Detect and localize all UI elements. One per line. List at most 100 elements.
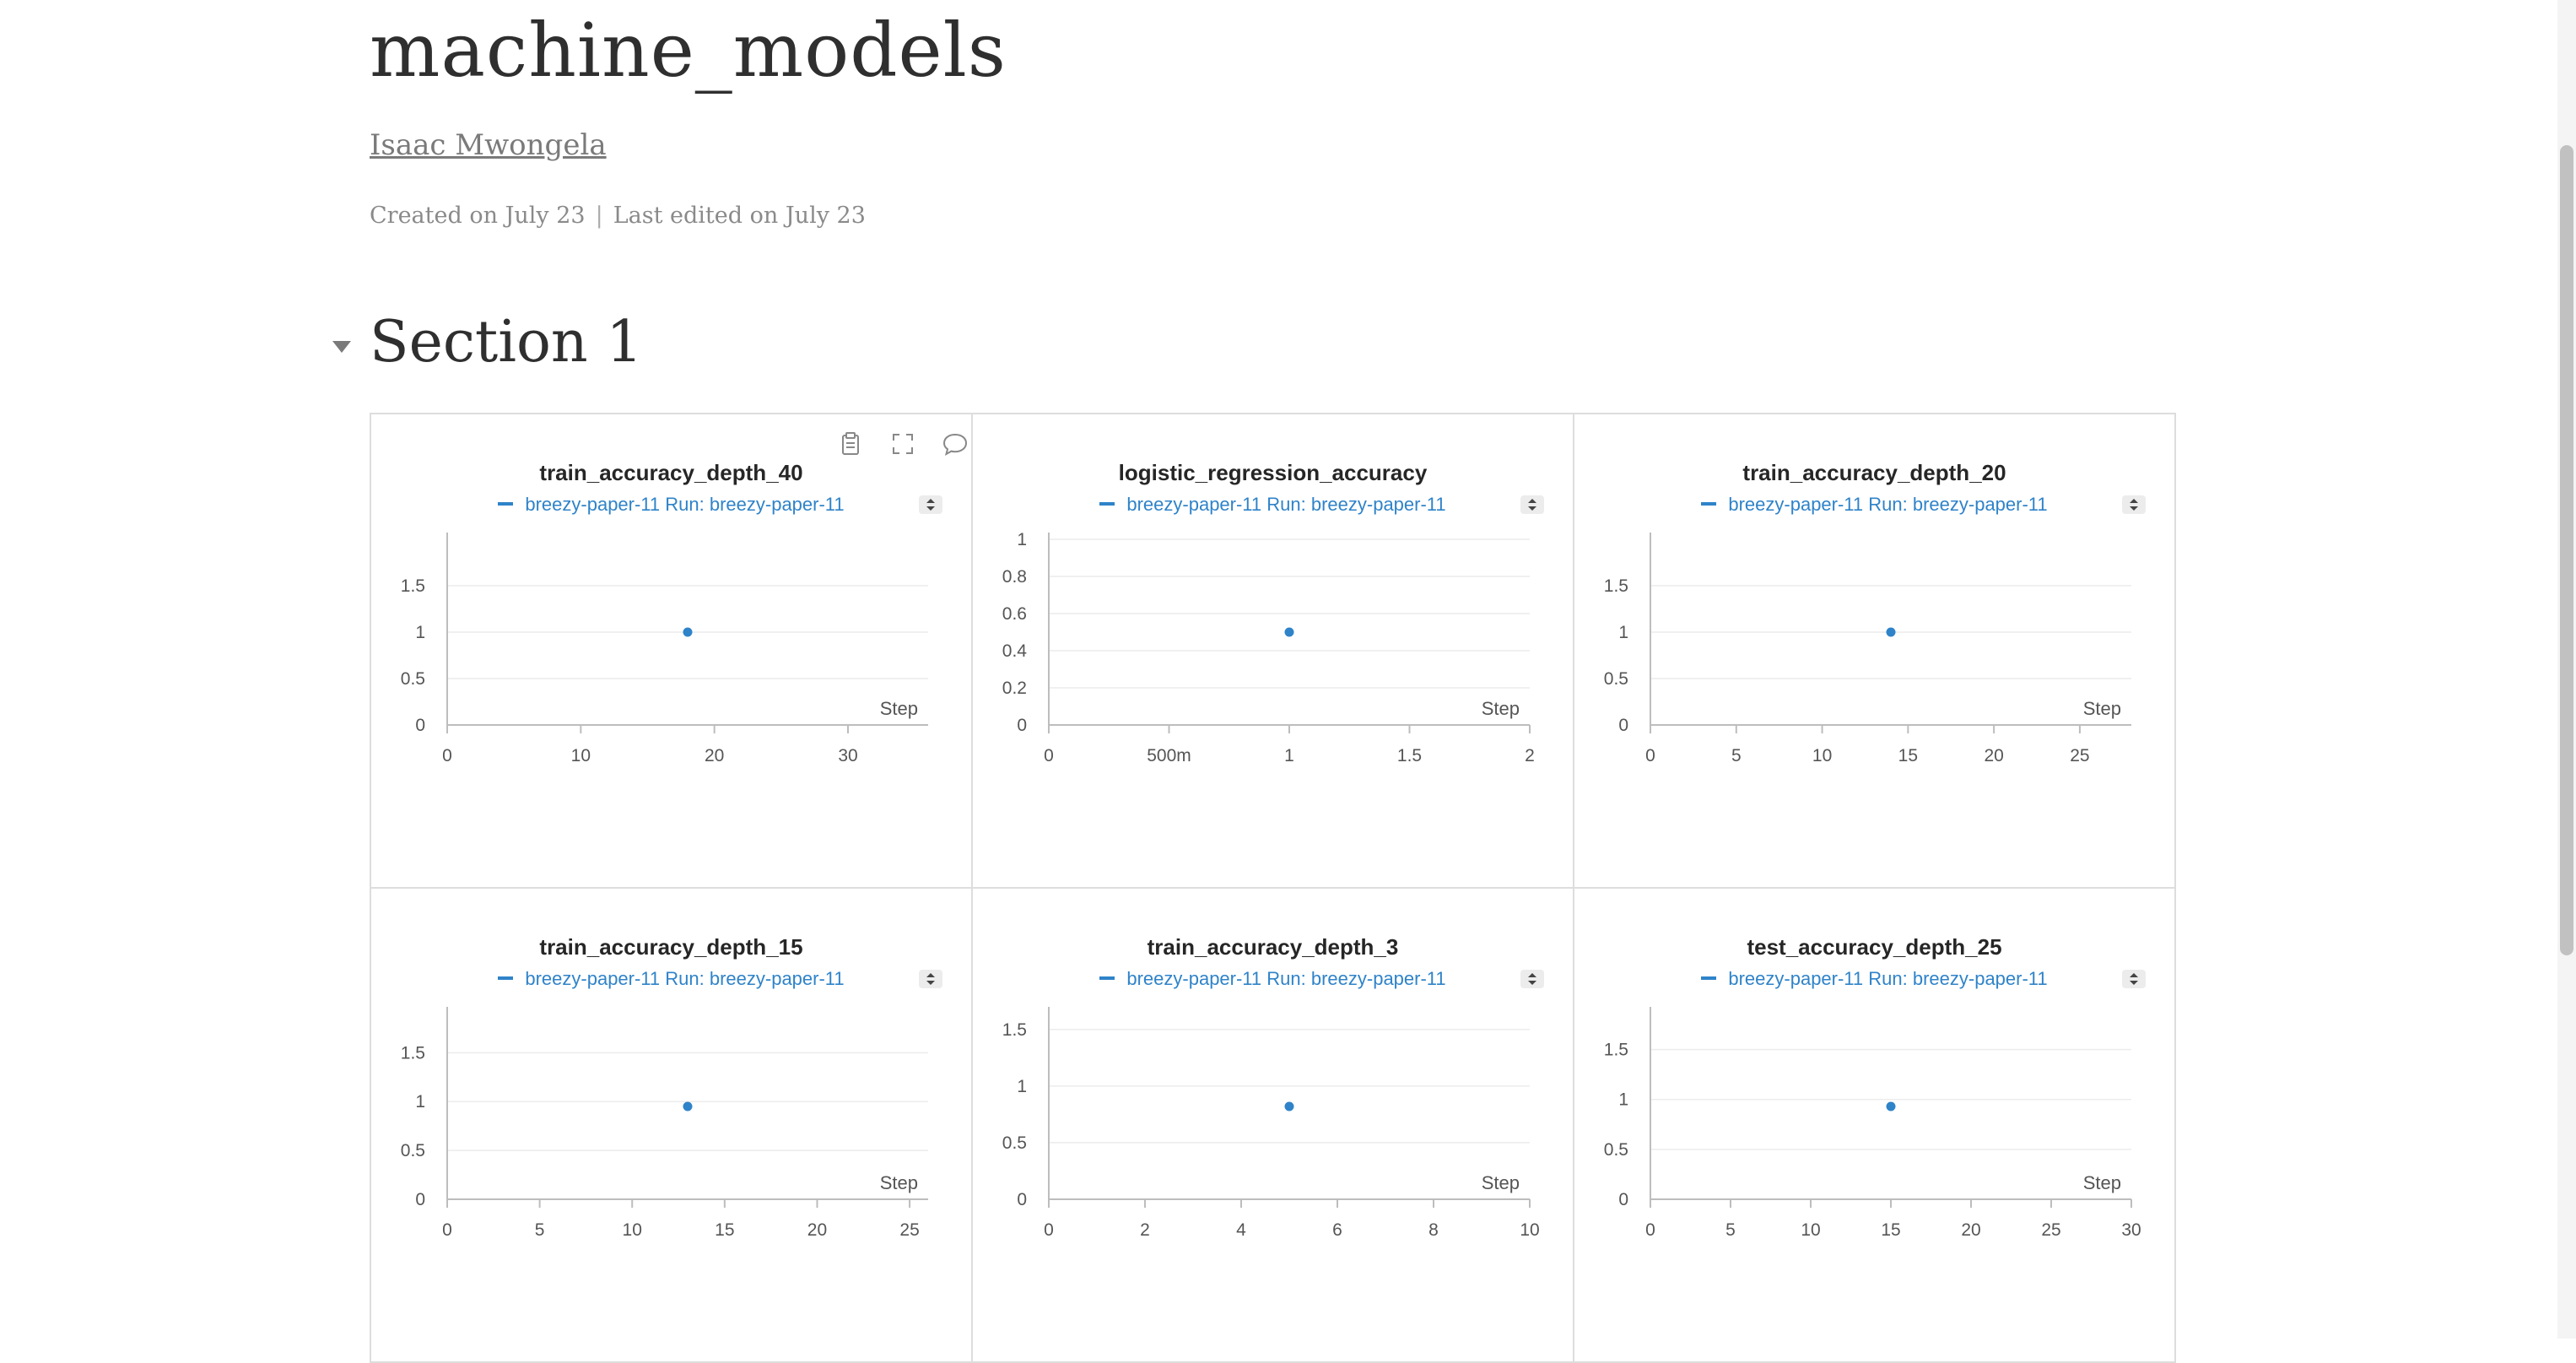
y-tick-label: 0	[1017, 716, 1027, 735]
y-tick-label: 0.5	[1604, 669, 1628, 689]
legend-label: breezy-paper-11 Run: breezy-paper-11	[525, 494, 845, 515]
clipboard-icon[interactable]	[836, 430, 865, 458]
x-tick-label: 20	[1984, 746, 2003, 765]
x-axis-label: Step	[1482, 1172, 1520, 1193]
x-tick-label: 6	[1332, 1220, 1342, 1240]
caret-down-icon[interactable]	[331, 339, 353, 354]
panel-toolbar	[836, 430, 968, 458]
y-tick-label: 1.5	[1604, 1041, 1628, 1060]
legend-label: breezy-paper-11 Run: breezy-paper-11	[525, 968, 845, 989]
chart-plot: 0 0.5 1 1.5 0 2 4 6 8 10 Step	[1002, 1007, 1540, 1240]
x-tick-label: 0	[1645, 746, 1655, 765]
legend-label: breezy-paper-11 Run: breezy-paper-11	[1728, 494, 2048, 515]
legend-swatch	[498, 502, 514, 506]
panel-title: train_accuracy_depth_20	[1742, 460, 2006, 485]
legend-entry: breezy-paper-11 Run: breezy-paper-11	[1574, 968, 2174, 990]
chart-panel: train_accuracy_depth_3 breezy-paper-11 Ru…	[971, 887, 1574, 1363]
x-tick-label: 0	[1044, 746, 1054, 765]
legend-sort-icon[interactable]	[2122, 495, 2146, 514]
legend-sort-icon[interactable]	[919, 495, 942, 514]
legend-sort-icon[interactable]	[1520, 495, 1544, 514]
x-tick-label: 15	[715, 1220, 734, 1240]
x-tick-label: 30	[2121, 1220, 2141, 1240]
y-tick-label: 1	[1017, 1077, 1027, 1096]
x-tick-label: 10	[1520, 1220, 1539, 1240]
x-tick-label: 15	[1898, 746, 1918, 765]
x-tick-label: 1.5	[1397, 746, 1422, 765]
panel-title: train_accuracy_depth_3	[1147, 934, 1399, 960]
x-tick-label: 20	[1961, 1220, 1980, 1240]
section-title: Section 1	[370, 309, 643, 376]
legend-sort-icon[interactable]	[919, 970, 942, 988]
x-tick-label: 10	[571, 746, 591, 765]
author-link[interactable]: Isaac Mwongela	[370, 128, 607, 162]
y-tick-label: 1.5	[401, 576, 425, 596]
chart-panel: train_accuracy_depth_20 breezy-paper-11 R…	[1573, 413, 2176, 889]
data-point[interactable]	[1886, 627, 1896, 637]
report-title: machine_models	[370, 7, 1007, 94]
y-tick-label: 1	[1618, 1090, 1628, 1110]
x-tick-label: 2	[1525, 746, 1535, 765]
report-meta: Created on July 23 | Last edited on July 2…	[370, 203, 866, 229]
y-tick-label: 0.5	[1604, 1140, 1628, 1160]
y-tick-label: 0	[1017, 1190, 1027, 1209]
x-tick-label: 10	[1812, 746, 1832, 765]
y-tick-label: 1.5	[1604, 576, 1628, 596]
created-date: Created on July 23	[370, 203, 586, 229]
chart-plot: 0 0.5 1 1.5 0 5 10 15 20 25 Step	[1604, 533, 2131, 765]
edited-date: Last edited on July 23	[613, 203, 866, 229]
legend-entry: breezy-paper-11 Run: breezy-paper-11	[371, 968, 971, 990]
y-tick-label: 1	[415, 1092, 425, 1111]
x-tick-label: 30	[838, 746, 857, 765]
x-axis-label: Step	[1482, 698, 1520, 719]
y-tick-label: 0	[1618, 1190, 1628, 1209]
chart-panel: train_accuracy_depth_15 breezy-paper-11 R…	[370, 887, 973, 1363]
page-scrollbar[interactable]	[2557, 0, 2576, 1339]
x-axis-label: Step	[880, 1172, 918, 1193]
y-tick-label: 1.5	[1002, 1020, 1027, 1040]
fullscreen-icon[interactable]	[888, 430, 917, 458]
y-tick-label: 1.5	[401, 1043, 425, 1063]
x-tick-label: 4	[1236, 1220, 1246, 1240]
x-axis-label: Step	[2083, 698, 2121, 719]
data-point[interactable]	[683, 1101, 693, 1111]
panel-title: train_accuracy_depth_40	[539, 460, 803, 485]
chart-panel: test_accuracy_depth_25 breezy-paper-11 Ru…	[1573, 887, 2176, 1363]
y-tick-label: 0.6	[1002, 604, 1027, 624]
x-tick-label: 10	[623, 1220, 642, 1240]
x-tick-label: 5	[535, 1220, 545, 1240]
x-tick-label: 2	[1140, 1220, 1150, 1240]
legend-sort-icon[interactable]	[1520, 970, 1544, 988]
chart-panel: logistic_regression_accuracy breezy-paper…	[971, 413, 1574, 889]
data-point[interactable]	[1886, 1101, 1896, 1111]
legend-swatch	[498, 976, 514, 981]
legend-entry: breezy-paper-11 Run: breezy-paper-11	[371, 494, 971, 516]
panel-grid: train_accuracy_depth_40 breezy-paper-11 R…	[370, 413, 2179, 1363]
x-tick-label: 0	[1044, 1220, 1054, 1240]
y-tick-label: 0.5	[401, 669, 425, 689]
legend-sort-icon[interactable]	[2122, 970, 2146, 988]
x-tick-label: 25	[2070, 746, 2089, 765]
scrollbar-thumb[interactable]	[2560, 145, 2573, 955]
meta-separator: |	[595, 203, 603, 229]
x-tick-label: 500m	[1147, 746, 1191, 765]
x-axis-label: Step	[2083, 1172, 2121, 1193]
legend-swatch	[1701, 976, 1717, 981]
y-tick-label: 0	[1618, 716, 1628, 735]
x-axis-label: Step	[880, 698, 918, 719]
x-tick-label: 15	[1881, 1220, 1900, 1240]
comment-icon[interactable]	[941, 430, 969, 458]
x-tick-label: 5	[1731, 746, 1742, 765]
x-tick-label: 1	[1284, 746, 1294, 765]
x-tick-label: 20	[705, 746, 724, 765]
data-point[interactable]	[1284, 1101, 1294, 1111]
x-tick-label: 0	[1645, 1220, 1655, 1240]
data-point[interactable]	[683, 627, 693, 637]
x-tick-label: 25	[2041, 1220, 2060, 1240]
x-tick-label: 20	[807, 1220, 827, 1240]
data-point[interactable]	[1284, 627, 1294, 637]
x-tick-label: 25	[899, 1220, 919, 1240]
legend-entry: breezy-paper-11 Run: breezy-paper-11	[1574, 494, 2174, 516]
chart-plot: 0 0.2 0.4 0.6 0.8 1 0 500m 1 1.5 2 Step	[1002, 530, 1535, 765]
y-tick-label: 0.5	[401, 1141, 425, 1160]
